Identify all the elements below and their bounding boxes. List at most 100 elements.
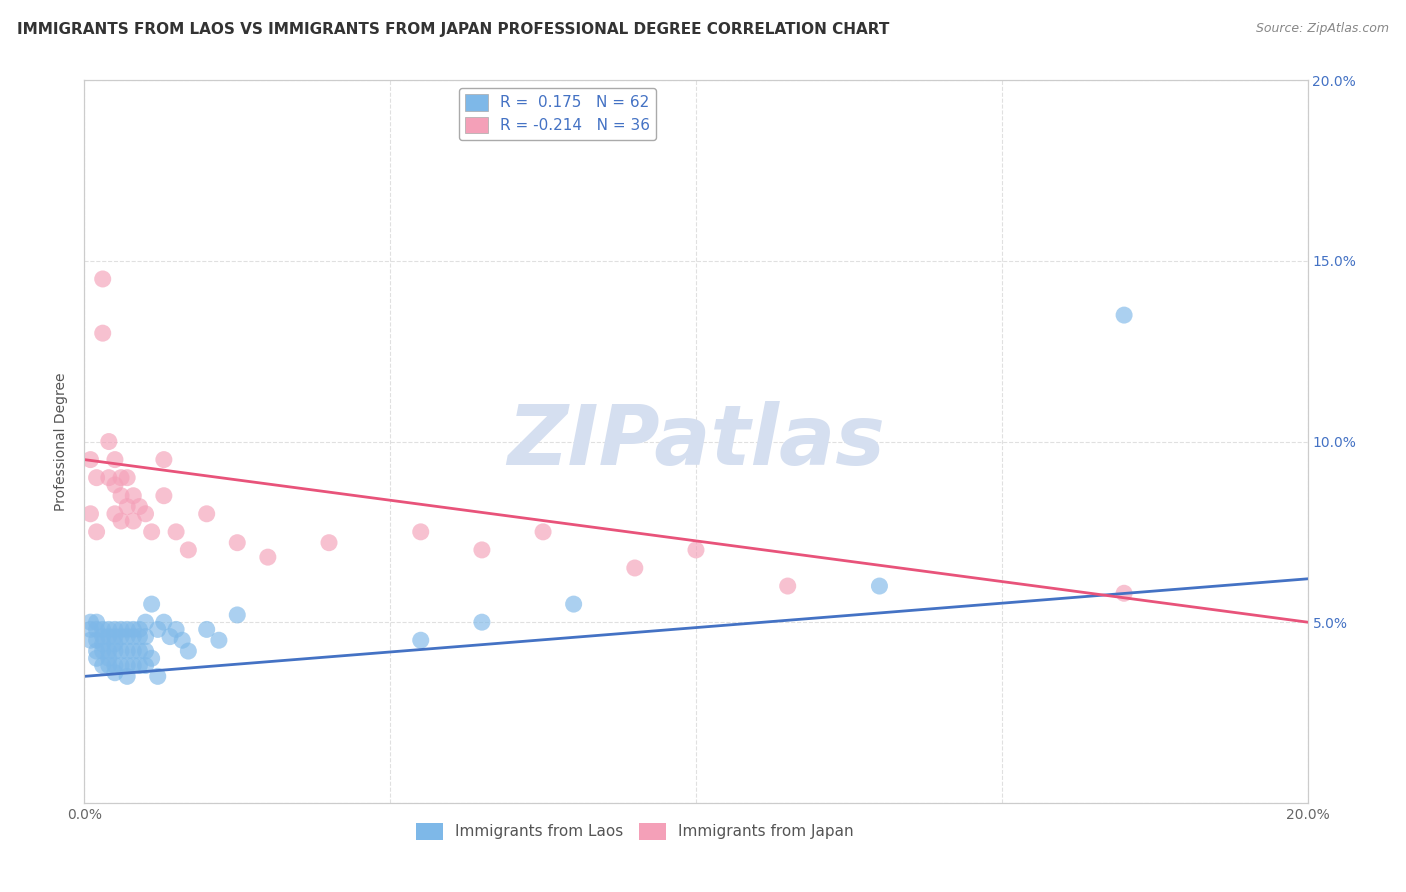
Point: [226, 607, 249, 622]
Point: [172, 633, 194, 648]
Point: [776, 579, 799, 593]
Point: [104, 452, 127, 467]
Point: [86, 471, 108, 485]
Point: [409, 633, 432, 648]
Point: [135, 615, 157, 630]
Y-axis label: Professional Degree: Professional Degree: [55, 372, 69, 511]
Point: [115, 644, 138, 658]
Point: [122, 514, 145, 528]
Point: [104, 478, 127, 492]
Point: [104, 665, 127, 680]
Point: [122, 658, 145, 673]
Point: [471, 542, 494, 557]
Point: [226, 535, 249, 549]
Text: IMMIGRANTS FROM LAOS VS IMMIGRANTS FROM JAPAN PROFESSIONAL DEGREE CORRELATION CH: IMMIGRANTS FROM LAOS VS IMMIGRANTS FROM …: [17, 22, 889, 37]
Text: Source: ZipAtlas.com: Source: ZipAtlas.com: [1256, 22, 1389, 36]
Point: [471, 615, 494, 630]
Point: [115, 669, 138, 683]
Point: [128, 658, 150, 673]
Point: [208, 633, 231, 648]
Point: [86, 524, 108, 539]
Point: [128, 623, 150, 637]
Point: [128, 644, 150, 658]
Point: [79, 615, 101, 630]
Point: [79, 452, 101, 467]
Point: [146, 623, 169, 637]
Point: [110, 623, 132, 637]
Point: [531, 524, 554, 539]
Point: [91, 630, 114, 644]
Point: [104, 637, 127, 651]
Point: [195, 623, 218, 637]
Point: [97, 471, 120, 485]
Point: [110, 644, 132, 658]
Point: [110, 514, 132, 528]
Point: [91, 637, 114, 651]
Point: [165, 623, 187, 637]
Point: [153, 452, 176, 467]
Point: [318, 535, 340, 549]
Point: [177, 542, 200, 557]
Point: [86, 615, 108, 630]
Point: [122, 630, 145, 644]
Point: [122, 644, 145, 658]
Point: [104, 658, 127, 673]
Point: [97, 651, 120, 665]
Point: [409, 524, 432, 539]
Point: [1114, 586, 1136, 600]
Point: [135, 507, 157, 521]
Point: [562, 597, 585, 611]
Point: [135, 658, 157, 673]
Point: [146, 669, 169, 683]
Point: [128, 630, 150, 644]
Point: [110, 630, 132, 644]
Point: [685, 542, 707, 557]
Point: [195, 507, 218, 521]
Point: [110, 471, 132, 485]
Point: [110, 658, 132, 673]
Legend: Immigrants from Laos, Immigrants from Japan: Immigrants from Laos, Immigrants from Ja…: [409, 817, 860, 846]
Point: [122, 489, 145, 503]
Point: [141, 651, 163, 665]
Point: [79, 623, 101, 637]
Point: [153, 489, 176, 503]
Point: [91, 644, 114, 658]
Point: [141, 597, 163, 611]
Point: [97, 623, 120, 637]
Point: [115, 623, 138, 637]
Point: [104, 507, 127, 521]
Point: [115, 500, 138, 514]
Point: [624, 561, 647, 575]
Point: [79, 507, 101, 521]
Point: [153, 615, 176, 630]
Point: [122, 623, 145, 637]
Point: [79, 633, 101, 648]
Point: [104, 623, 127, 637]
Point: [97, 630, 120, 644]
Point: [128, 500, 150, 514]
Text: ZIPatlas: ZIPatlas: [508, 401, 884, 482]
Point: [115, 658, 138, 673]
Point: [97, 644, 120, 658]
Point: [104, 630, 127, 644]
Point: [91, 272, 114, 286]
Point: [91, 623, 114, 637]
Point: [869, 579, 891, 593]
Point: [115, 630, 138, 644]
Point: [86, 633, 108, 648]
Point: [110, 489, 132, 503]
Point: [104, 644, 127, 658]
Point: [91, 658, 114, 673]
Point: [97, 434, 120, 449]
Point: [135, 630, 157, 644]
Point: [141, 524, 163, 539]
Point: [97, 658, 120, 673]
Point: [86, 651, 108, 665]
Point: [165, 524, 187, 539]
Point: [91, 326, 114, 340]
Point: [177, 644, 200, 658]
Point: [257, 550, 280, 565]
Point: [135, 644, 157, 658]
Point: [1114, 308, 1136, 322]
Point: [115, 471, 138, 485]
